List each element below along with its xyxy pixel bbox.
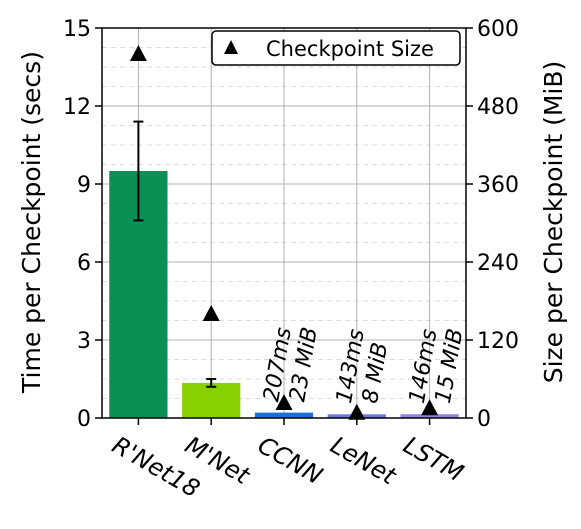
- left-tick-label: 0: [77, 407, 91, 432]
- right-y-ticks: 0 120 240 360 480 600: [466, 17, 519, 432]
- legend-label: Checkpoint Size: [266, 37, 434, 61]
- checkpoint-size-marker: [421, 399, 439, 416]
- checkpoint-size-marker: [275, 394, 293, 411]
- bar-4: [400, 414, 459, 418]
- bar-1: [182, 382, 241, 418]
- left-tick-label: 3: [77, 329, 91, 354]
- right-tick-label: 600: [477, 17, 519, 42]
- right-tick-label: 240: [477, 251, 519, 276]
- y-axis-title-left: Time per Checkpoint (secs): [17, 51, 46, 394]
- category-label: LeNet: [326, 431, 402, 491]
- y-axis-title-right: Size per Checkpoint (MiB): [539, 61, 568, 384]
- right-tick-label: 0: [477, 407, 491, 432]
- left-y-ticks: 0 3 6 9 12 15: [63, 17, 102, 432]
- right-tick-label: 360: [477, 173, 519, 198]
- right-tick-label: 120: [477, 329, 519, 354]
- checkpoint-size-marker: [129, 45, 147, 61]
- category-label: CCNN: [253, 431, 327, 490]
- bar-2: [254, 412, 314, 418]
- checkpoint-size-marker: [348, 403, 366, 420]
- legend: Checkpoint Size: [211, 30, 461, 66]
- left-tick-label: 15: [63, 17, 91, 42]
- legend-triangle-icon: [224, 40, 238, 54]
- left-tick-label: 6: [77, 251, 91, 276]
- right-tick-label: 480: [477, 95, 519, 120]
- category-label: LSTM: [399, 431, 469, 487]
- checkpoint-size-marker: [202, 305, 220, 321]
- left-tick-label: 12: [63, 95, 91, 120]
- left-tick-label: 9: [77, 173, 91, 198]
- checkpoint-size-markers: [129, 45, 439, 420]
- legend-box: [211, 30, 461, 66]
